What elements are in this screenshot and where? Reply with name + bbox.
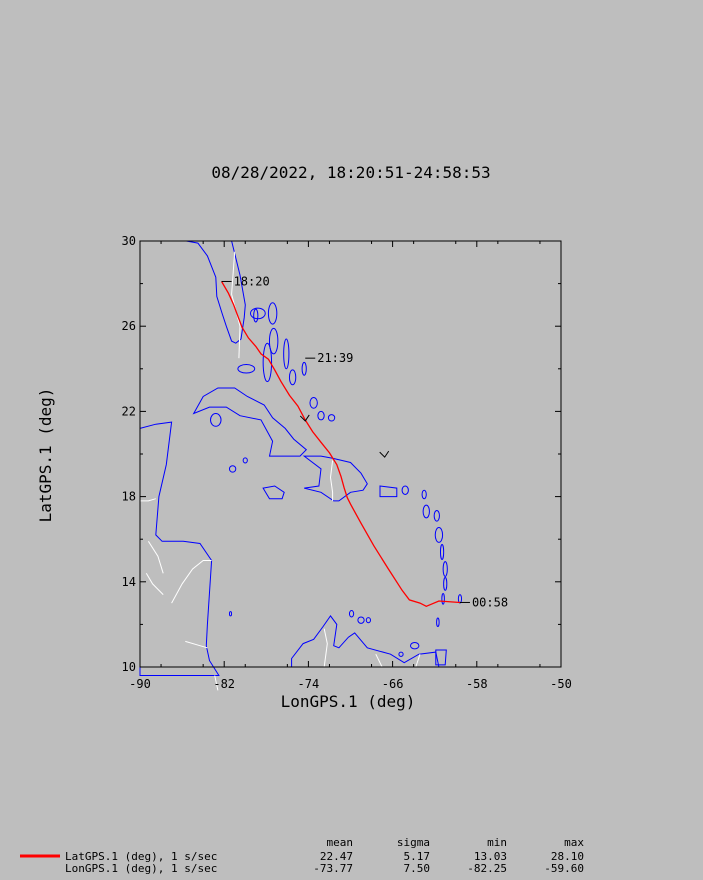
stats-legend: mean sigma min max LatGPS.1 (deg), 1 s/sec 22… <box>20 836 584 875</box>
x-tick-label: -74 <box>298 677 320 691</box>
island-outline <box>441 593 445 605</box>
island-outline <box>267 302 278 325</box>
coastline-path <box>291 615 440 668</box>
flight-track: 18:20 21:39 00:58 <box>221 274 508 609</box>
island-outline <box>242 457 248 464</box>
island-outline <box>442 561 448 577</box>
island-outline <box>317 410 325 421</box>
x-tick-label: -90 <box>129 677 151 691</box>
x-tick-label: -50 <box>550 677 572 691</box>
stats-header: min <box>487 836 507 849</box>
stats-value: 7.50 <box>404 862 431 875</box>
stats-value: 13.03 <box>474 850 507 863</box>
stats-value: 22.47 <box>320 850 353 863</box>
island-outline <box>422 504 430 519</box>
stats-row-label: LonGPS.1 (deg), 1 s/sec <box>65 862 217 875</box>
island-outline <box>253 308 259 323</box>
y-tick-label: 30 <box>122 234 136 248</box>
stats-value: 5.17 <box>404 850 431 863</box>
country-border <box>171 560 212 604</box>
country-border <box>323 628 328 668</box>
direction-arrow <box>379 450 390 458</box>
y-tick-label: 26 <box>122 319 136 333</box>
island-outline <box>283 338 290 370</box>
stats-row-label: LatGPS.1 (deg), 1 s/sec <box>65 850 217 863</box>
island-outline <box>433 509 440 522</box>
island-outline <box>268 327 279 355</box>
island-outline <box>436 617 440 628</box>
island-outline <box>439 544 445 560</box>
stats-header: sigma <box>397 836 430 849</box>
island-outline <box>237 364 256 374</box>
island-outline <box>357 616 365 624</box>
country-border <box>185 640 208 649</box>
coastline-path <box>302 455 368 502</box>
direction-arrow <box>299 414 310 422</box>
island-outline <box>457 594 463 604</box>
coastline-path <box>186 240 246 344</box>
stats-header: mean <box>327 836 354 849</box>
track-line <box>221 281 461 608</box>
stats-value: 28.10 <box>551 850 584 863</box>
island-outline <box>401 485 409 495</box>
island-outline <box>309 397 318 409</box>
island-outline <box>421 489 427 500</box>
time-label: 18:20 <box>234 274 270 288</box>
island-outline <box>210 413 222 427</box>
time-label: 21:39 <box>317 351 353 365</box>
island-outline <box>434 526 444 543</box>
coastline-path <box>435 649 447 666</box>
island-outline <box>398 651 404 657</box>
stats-value: -73.77 <box>313 862 353 875</box>
y-tick-label: 22 <box>122 404 136 418</box>
island-outline <box>443 577 448 591</box>
country-border <box>214 675 219 691</box>
x-tick-label: -58 <box>466 677 488 691</box>
island-outline <box>365 617 371 624</box>
island-outline <box>348 610 355 618</box>
country-border <box>147 541 164 574</box>
island-outline <box>301 361 307 376</box>
country-border <box>375 653 383 668</box>
coastline-map <box>139 240 463 691</box>
stats-header: max <box>564 836 584 849</box>
coastline-path <box>192 387 308 457</box>
x-axis-label: LonGPS.1 (deg) <box>281 692 416 711</box>
coastline-path <box>262 485 285 500</box>
stats-value: -59.60 <box>544 862 584 875</box>
coastline-path <box>379 485 398 498</box>
time-label: 00:58 <box>472 595 508 609</box>
island-outline <box>228 611 233 617</box>
stats-value: -82.25 <box>467 862 507 875</box>
y-tick-label: 18 <box>122 490 136 504</box>
y-axis-label: LatGPS.1 (deg) <box>36 388 55 523</box>
x-tick-label: -66 <box>382 677 404 691</box>
country-border <box>145 573 164 595</box>
coastline-path <box>139 421 220 676</box>
axes: -90 -82 -74 -66 -58 -50 10 14 18 22 26 30 <box>122 234 572 691</box>
country-border <box>140 498 156 502</box>
chart-title: 08/28/2022, 18:20:51-24:58:53 <box>211 163 490 182</box>
island-outline <box>262 342 273 383</box>
y-tick-label: 10 <box>122 660 136 674</box>
island-outline <box>288 369 297 386</box>
island-outline <box>409 642 420 650</box>
country-border <box>329 460 334 501</box>
island-outline <box>228 465 237 473</box>
y-tick-label: 14 <box>122 575 136 589</box>
x-tick-label: -82 <box>213 677 235 691</box>
country-border <box>415 654 421 668</box>
island-outline <box>327 414 336 422</box>
